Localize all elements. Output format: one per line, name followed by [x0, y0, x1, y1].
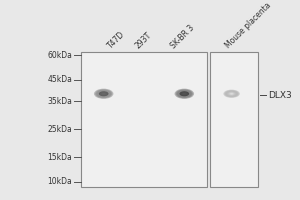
Ellipse shape — [102, 93, 105, 95]
Ellipse shape — [229, 93, 234, 95]
Text: 293T: 293T — [134, 30, 153, 50]
Text: 35kDa: 35kDa — [47, 97, 72, 106]
Ellipse shape — [180, 92, 188, 96]
Ellipse shape — [224, 90, 239, 97]
Ellipse shape — [230, 93, 233, 94]
Text: 15kDa: 15kDa — [47, 153, 72, 162]
Ellipse shape — [101, 92, 106, 95]
Ellipse shape — [98, 90, 110, 97]
Text: T47D: T47D — [106, 29, 127, 50]
Ellipse shape — [94, 89, 113, 99]
Ellipse shape — [179, 91, 189, 96]
Ellipse shape — [179, 91, 189, 96]
Ellipse shape — [176, 89, 193, 98]
Ellipse shape — [227, 92, 236, 96]
Ellipse shape — [100, 92, 108, 96]
Bar — [210, 52, 258, 187]
Ellipse shape — [228, 92, 235, 95]
Ellipse shape — [225, 91, 238, 97]
Text: 25kDa: 25kDa — [47, 125, 72, 134]
Ellipse shape — [175, 89, 194, 99]
Text: 60kDa: 60kDa — [47, 51, 72, 60]
Text: 45kDa: 45kDa — [47, 75, 72, 84]
Ellipse shape — [95, 89, 112, 98]
Ellipse shape — [99, 91, 109, 96]
Ellipse shape — [183, 93, 186, 95]
Ellipse shape — [223, 90, 240, 98]
Bar — [81, 52, 207, 187]
Ellipse shape — [226, 91, 237, 96]
Ellipse shape — [96, 90, 111, 98]
Ellipse shape — [99, 91, 109, 96]
Text: DLX3: DLX3 — [268, 91, 292, 100]
Ellipse shape — [177, 90, 192, 98]
Text: SK-BR 3: SK-BR 3 — [169, 23, 196, 50]
Text: 10kDa: 10kDa — [47, 177, 72, 186]
Text: Mouse placenta: Mouse placenta — [224, 1, 273, 50]
Ellipse shape — [178, 90, 190, 97]
Ellipse shape — [182, 92, 187, 95]
